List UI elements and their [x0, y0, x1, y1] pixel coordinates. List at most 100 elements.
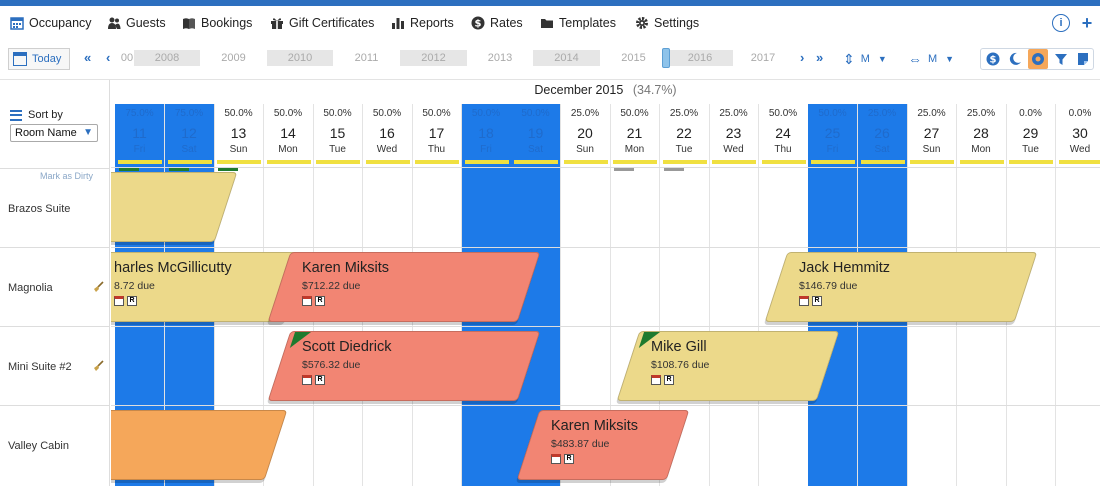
- day-occupancy: 25.0%: [867, 108, 897, 119]
- reserved-badge-icon: R: [664, 375, 674, 385]
- day-number: 29: [1022, 125, 1039, 141]
- day-occupancy: 50.0%: [323, 108, 352, 119]
- booking-content: harles McGillicutty 8.72 due R: [111, 253, 295, 321]
- nav-gift-certificates[interactable]: Gift Certificates: [270, 14, 374, 32]
- day-number: 18: [478, 125, 494, 141]
- main-nav: Occupancy Guests Bookings Gift Certifica…: [0, 6, 1100, 40]
- day-name: Sat: [874, 144, 890, 155]
- nav-rates-label: Rates: [490, 16, 523, 30]
- booking-block[interactable]: [111, 172, 238, 242]
- column-zoom-select[interactable]: ⇔ M ▼: [908, 50, 954, 68]
- nav-bookings[interactable]: Bookings: [182, 14, 252, 32]
- row-divider: [111, 405, 1100, 406]
- row-zoom-select[interactable]: ⇕ M ▼: [843, 50, 887, 68]
- nav-guests-label: Guests: [126, 16, 166, 30]
- svg-text:$: $: [990, 55, 997, 66]
- day-occupancy: 25.0%: [719, 108, 748, 119]
- year-tick[interactable]: 2011: [354, 52, 379, 64]
- day-occupancy: 50.0%: [372, 108, 402, 119]
- room-row[interactable]: Valley Cabin: [0, 405, 110, 485]
- occupancy-bar: [217, 160, 261, 171]
- day-name: Mon: [971, 144, 991, 155]
- broom-icon[interactable]: [92, 281, 104, 293]
- chevron-down-icon: ▼: [83, 127, 93, 138]
- timeline-toolbar: Today « ‹ 00 2008 2009 2010 2011 2012 2013 2014…: [0, 40, 1100, 80]
- booking-block[interactable]: [111, 410, 288, 480]
- year-tick[interactable]: 00: [120, 52, 134, 64]
- booking-block[interactable]: Jack Hemmitz $146.79 due R: [764, 252, 1038, 322]
- step-forward-icon[interactable]: ›: [800, 50, 805, 65]
- day-occupancy: 25.0%: [669, 108, 699, 119]
- info-button[interactable]: i: [1052, 14, 1070, 32]
- day-column[interactable]: 25.0% 23 Wed: [709, 104, 759, 486]
- notes-toggle[interactable]: [1073, 49, 1093, 69]
- day-column[interactable]: 25.0% 20 Sun: [561, 104, 611, 486]
- jump-back-icon[interactable]: «: [84, 50, 92, 65]
- reserved-badge-icon: R: [812, 296, 822, 306]
- step-back-icon[interactable]: ‹: [106, 50, 111, 65]
- vertical-resize-icon: ⇕: [843, 50, 855, 67]
- booking-content: Mike Gill $108.76 due R: [629, 332, 827, 400]
- occupancy-bar: [761, 160, 806, 164]
- occupancy-bar: [563, 160, 608, 164]
- occupancy-bar: [266, 160, 311, 164]
- occupancy-bar: [365, 160, 410, 164]
- color-toggle[interactable]: [1028, 49, 1048, 69]
- month-occupancy: (34.7%): [632, 83, 677, 97]
- day-column[interactable]: 0.0% 30 Wed: [1056, 104, 1100, 486]
- booking-block[interactable]: Scott Diedrick $576.32 due R: [267, 331, 541, 401]
- broom-icon[interactable]: [92, 360, 104, 372]
- year-tick[interactable]: 2015: [621, 52, 646, 64]
- room-row[interactable]: Magnolia: [0, 247, 110, 327]
- day-number: 19: [527, 125, 544, 141]
- nav-rates[interactable]: $ Rates: [471, 14, 523, 32]
- room-row[interactable]: Brazos Suite: [0, 168, 110, 248]
- year-tick[interactable]: 2008: [134, 50, 200, 66]
- day-column[interactable]: 25.0% 22 Tue: [660, 104, 710, 486]
- day-number: 26: [874, 125, 890, 141]
- guests-icon: [107, 16, 121, 30]
- booking-block[interactable]: Karen Miksits $483.87 due R: [516, 410, 690, 480]
- year-tick[interactable]: 2016: [667, 50, 733, 66]
- year-tick[interactable]: 2017: [750, 52, 776, 64]
- sort-select[interactable]: Room Name ▼: [10, 124, 98, 142]
- year-tick[interactable]: 2010: [267, 50, 333, 66]
- day-occupancy: 25.0%: [570, 108, 600, 119]
- plus-icon: +: [1081, 12, 1093, 33]
- day-column[interactable]: 0.0% 29 Tue: [1006, 104, 1056, 486]
- booking-block[interactable]: Karen Miksits $712.22 due R: [267, 252, 541, 322]
- year-tick[interactable]: 2013: [487, 52, 513, 64]
- booking-badges: R: [114, 296, 295, 306]
- mark-as-dirty-link[interactable]: Mark as Dirty: [40, 171, 94, 181]
- day-column[interactable]: 50.0% 21 Mon: [610, 104, 660, 486]
- year-ruler-handle[interactable]: [662, 48, 670, 68]
- add-button[interactable]: +: [1078, 12, 1096, 33]
- room-row[interactable]: Mini Suite #2: [0, 326, 110, 406]
- nav-reports[interactable]: Reports: [391, 14, 454, 32]
- occupancy-bar: [514, 160, 558, 164]
- jump-forward-icon[interactable]: »: [816, 50, 824, 65]
- day-name: Tue: [675, 144, 693, 155]
- nav-guests[interactable]: Guests: [107, 14, 166, 32]
- day-number: 27: [923, 125, 940, 141]
- night-toggle[interactable]: [1005, 49, 1025, 69]
- booking-block[interactable]: Mike Gill $108.76 due R: [616, 331, 840, 401]
- filter-toggle[interactable]: [1051, 49, 1071, 69]
- nav-occupancy-label: Occupancy: [29, 16, 92, 30]
- nav-settings[interactable]: Settings: [635, 14, 699, 32]
- year-tick[interactable]: 2012: [400, 50, 467, 66]
- booking-badges: R: [651, 375, 827, 385]
- day-occupancy: 50.0%: [620, 108, 649, 119]
- today-button[interactable]: Today: [8, 48, 70, 70]
- nav-bookings-label: Bookings: [201, 16, 253, 30]
- row-divider: [111, 247, 1100, 248]
- rates-toggle[interactable]: $: [983, 49, 1003, 69]
- nav-templates[interactable]: Templates: [540, 14, 616, 32]
- year-tick[interactable]: 2014: [533, 50, 600, 66]
- row-divider: [111, 326, 1100, 327]
- guest-name: Karen Miksits: [302, 260, 390, 276]
- nav-occupancy[interactable]: Occupancy: [10, 14, 92, 32]
- day-occupancy: 50.0%: [422, 108, 451, 119]
- year-tick[interactable]: 2009: [221, 52, 246, 64]
- month-label: December 2015: [534, 83, 624, 97]
